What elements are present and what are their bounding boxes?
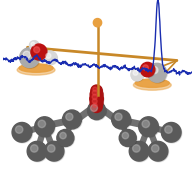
Circle shape [91, 85, 102, 96]
Circle shape [90, 97, 103, 109]
Circle shape [60, 132, 66, 139]
Circle shape [90, 88, 103, 101]
Circle shape [13, 123, 33, 143]
Circle shape [48, 145, 55, 152]
Circle shape [27, 141, 47, 161]
Circle shape [91, 101, 102, 112]
Circle shape [90, 92, 103, 106]
Circle shape [31, 145, 38, 152]
Circle shape [115, 113, 122, 120]
Circle shape [63, 110, 82, 129]
Circle shape [92, 94, 97, 100]
Circle shape [23, 51, 30, 59]
Circle shape [88, 102, 106, 120]
Circle shape [93, 103, 97, 107]
Circle shape [66, 113, 73, 120]
Circle shape [152, 145, 159, 152]
Circle shape [44, 52, 57, 65]
Circle shape [15, 126, 23, 133]
Circle shape [119, 129, 136, 146]
Circle shape [143, 65, 148, 70]
Ellipse shape [135, 79, 169, 87]
Circle shape [148, 141, 168, 161]
Circle shape [32, 45, 48, 60]
Circle shape [113, 111, 131, 130]
Circle shape [35, 118, 55, 137]
Circle shape [63, 111, 82, 130]
Circle shape [28, 142, 48, 162]
Circle shape [20, 49, 40, 68]
Circle shape [38, 120, 46, 128]
Circle shape [34, 47, 40, 53]
Circle shape [44, 141, 64, 161]
Circle shape [142, 120, 150, 128]
Ellipse shape [133, 80, 171, 90]
Circle shape [148, 64, 167, 83]
Circle shape [165, 126, 172, 133]
Circle shape [141, 63, 155, 77]
Circle shape [92, 99, 97, 104]
Ellipse shape [19, 64, 53, 72]
Circle shape [35, 117, 54, 136]
Circle shape [20, 48, 39, 67]
Circle shape [93, 87, 97, 91]
Circle shape [29, 41, 39, 50]
Circle shape [30, 41, 39, 50]
Circle shape [129, 141, 149, 161]
Circle shape [140, 62, 155, 77]
Circle shape [131, 69, 144, 81]
Circle shape [122, 132, 129, 139]
Circle shape [91, 85, 103, 97]
Circle shape [57, 129, 74, 146]
Circle shape [148, 63, 167, 82]
Circle shape [46, 53, 51, 58]
Circle shape [161, 122, 181, 142]
Circle shape [139, 117, 158, 136]
Circle shape [12, 122, 32, 142]
Circle shape [91, 101, 103, 113]
Circle shape [93, 19, 102, 27]
Circle shape [130, 142, 150, 162]
Circle shape [91, 97, 104, 110]
Circle shape [45, 142, 65, 162]
Circle shape [90, 105, 98, 112]
Circle shape [133, 145, 140, 152]
Ellipse shape [17, 65, 55, 75]
Circle shape [131, 68, 144, 81]
Circle shape [92, 90, 97, 95]
Circle shape [31, 42, 35, 46]
Circle shape [90, 93, 104, 106]
Circle shape [151, 67, 158, 74]
Circle shape [91, 89, 104, 101]
Circle shape [31, 44, 47, 60]
Circle shape [58, 130, 74, 147]
Circle shape [120, 130, 137, 147]
Circle shape [139, 118, 159, 137]
Circle shape [133, 70, 138, 75]
Circle shape [162, 123, 182, 143]
Circle shape [44, 51, 57, 64]
Circle shape [88, 101, 106, 120]
Circle shape [149, 142, 169, 162]
Circle shape [112, 110, 131, 129]
